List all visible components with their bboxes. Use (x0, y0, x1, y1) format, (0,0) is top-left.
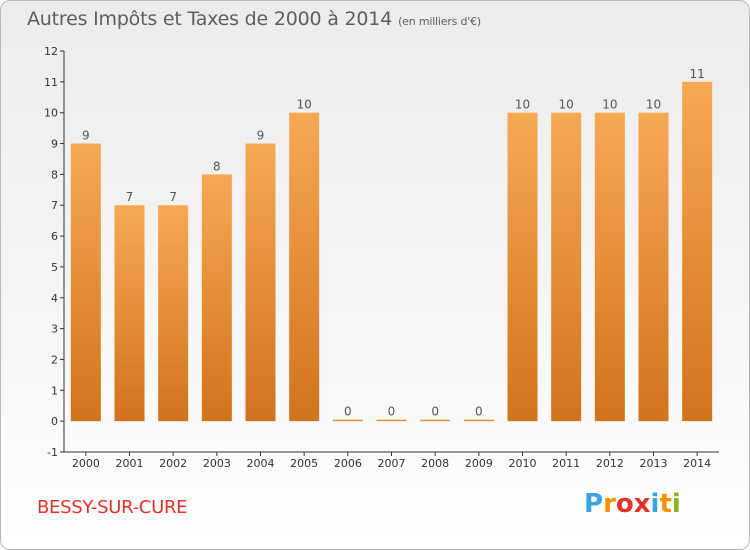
commune-name: BESSY-SUR-CURE (37, 497, 188, 518)
bar-2003 (201, 174, 232, 422)
x-tick-label: 2004 (247, 457, 275, 470)
x-tick-label: 2008 (421, 457, 449, 470)
chart-unit: (en milliers d'€) (398, 15, 481, 28)
x-tick-label: 2014 (683, 457, 711, 470)
value-labels: 9 7 7 8 9 10 0 0 0 0 10 10 10 10 11 (82, 67, 705, 419)
value-label-2007: 0 (388, 405, 396, 419)
value-label-2013: 10 (646, 98, 661, 112)
y-tick-label: 7 (51, 199, 58, 212)
y-tick-label: 8 (51, 168, 58, 181)
value-label-2011: 10 (559, 98, 574, 112)
bar-2011 (551, 112, 582, 422)
y-tick-label: 5 (51, 261, 58, 274)
logo-letter: x (633, 489, 651, 519)
value-label-2005: 10 (297, 98, 312, 112)
bar-2007 (376, 419, 407, 422)
x-tick-label: 2003 (203, 457, 231, 470)
y-tick-label: 1 (51, 384, 58, 397)
bar-2005 (289, 112, 320, 422)
bar-2001 (114, 205, 145, 422)
x-tick-label: 2005 (290, 457, 318, 470)
y-tick-label: 2 (51, 353, 58, 366)
bar-2008 (420, 419, 451, 422)
bar-2013 (638, 112, 669, 422)
y-tick-label: 0 (51, 415, 58, 428)
bar-2006 (332, 419, 363, 422)
value-label-2004: 9 (257, 129, 265, 143)
bar-2000 (70, 143, 101, 422)
value-label-2006: 0 (344, 405, 352, 419)
x-tick-label: 2011 (552, 457, 580, 470)
logo-letter: i (671, 489, 681, 519)
value-label-2010: 10 (515, 98, 530, 112)
x-tick-label: 2006 (334, 457, 362, 470)
value-label-2003: 8 (213, 159, 221, 173)
chart-title: Autres Impôts et Taxes de 2000 à 2014 (en… (27, 8, 481, 30)
x-tick-label: 2009 (465, 457, 493, 470)
logo-letter: o (615, 489, 634, 519)
x-tick-label: 2013 (640, 457, 668, 470)
x-tick-label: 2001 (116, 457, 144, 470)
value-label-2000: 9 (82, 129, 90, 143)
bar-2004 (245, 143, 276, 422)
value-label-2002: 7 (169, 190, 177, 204)
proxiti-logo[interactable]: Proxiti (584, 489, 681, 519)
y-tick-label: 3 (51, 323, 58, 336)
bars (70, 81, 713, 422)
y-tick-label: 4 (51, 292, 58, 305)
x-tick-label: 2007 (378, 457, 406, 470)
x-tick-label: 2002 (159, 457, 187, 470)
logo-letter: r (603, 489, 616, 519)
logo-letter: P (584, 489, 604, 519)
value-label-2001: 7 (126, 190, 134, 204)
x-tick-label: 2010 (509, 457, 537, 470)
y-tick-label: 9 (51, 138, 58, 151)
value-label-2009: 0 (475, 405, 483, 419)
y-tick-label: 11 (44, 76, 58, 89)
bar-2012 (594, 112, 625, 422)
bar-2002 (158, 205, 189, 422)
bar-2009 (463, 419, 494, 422)
x-tick-label: 2000 (72, 457, 100, 470)
chart-title-text: Autres Impôts et Taxes de 2000 à 2014 (27, 8, 393, 30)
logo-letter: i (650, 489, 660, 519)
bar-2014 (682, 81, 713, 422)
value-label-2008: 0 (431, 405, 439, 419)
value-label-2014: 11 (690, 67, 705, 81)
y-tick-label: 6 (51, 230, 58, 243)
y-tick-label: 10 (44, 107, 58, 120)
y-tick-label: 12 (44, 45, 58, 58)
bar-2010 (507, 112, 538, 422)
logo-letter: t (659, 489, 672, 519)
y-tick-label: -1 (47, 446, 58, 459)
x-tick-label: 2012 (596, 457, 624, 470)
value-label-2012: 10 (602, 98, 617, 112)
